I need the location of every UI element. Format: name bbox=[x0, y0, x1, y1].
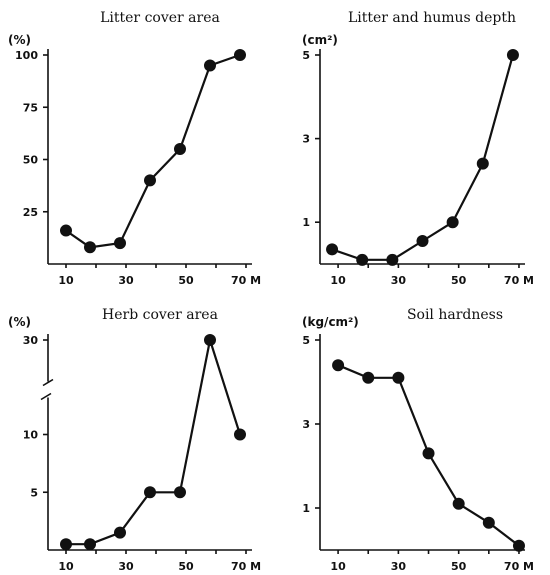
y-tick-label: 50 bbox=[23, 154, 39, 167]
y-tick-label: 75 bbox=[23, 101, 38, 114]
x-tick-label: 50 bbox=[178, 274, 194, 287]
data-point bbox=[422, 447, 435, 460]
y-tick-label: 30 bbox=[23, 334, 39, 347]
data-point bbox=[512, 539, 525, 552]
data-point bbox=[234, 49, 246, 61]
data-point bbox=[60, 538, 72, 551]
data-point bbox=[452, 497, 465, 510]
x-tick-label: 10 bbox=[58, 560, 74, 573]
data-point bbox=[362, 371, 375, 384]
panel-soil-hardness: Soil hardness (kg/cm²) 1 3 5 10 30 50 70 M bbox=[302, 307, 534, 573]
data-point bbox=[84, 538, 96, 551]
data-point bbox=[482, 516, 495, 529]
series-line bbox=[66, 339, 242, 546]
data-point bbox=[144, 174, 156, 187]
data-point bbox=[174, 486, 186, 499]
x-tick-label: 50 bbox=[451, 560, 467, 573]
y-unit-label: (kg/cm²) bbox=[302, 315, 359, 329]
x-tick-label: 70 M bbox=[504, 274, 534, 287]
data-point bbox=[386, 253, 399, 266]
x-tick-label: 10 bbox=[330, 560, 346, 573]
x-tick-label: 70 M bbox=[231, 274, 261, 287]
panel-title: Litter cover area bbox=[100, 10, 220, 26]
x-tick-label: 70 M bbox=[231, 560, 261, 573]
panel-litter-humus-depth: Litter and humus depth (cm²) 1 3 5 10 30 50 70… bbox=[302, 10, 534, 287]
y-tick-label: 1 bbox=[302, 502, 310, 515]
data-point bbox=[114, 526, 126, 539]
x-tick-label: 70 M bbox=[504, 560, 534, 573]
y-unit-label: (%) bbox=[8, 315, 31, 329]
data-point bbox=[204, 59, 216, 72]
data-point bbox=[60, 224, 72, 237]
data-point bbox=[476, 157, 489, 170]
y-unit-label: (cm²) bbox=[302, 33, 338, 47]
x-tick-label: 30 bbox=[391, 274, 407, 287]
data-point bbox=[114, 237, 126, 250]
data-point bbox=[446, 216, 459, 229]
data-point bbox=[506, 49, 519, 61]
data-point bbox=[392, 371, 405, 384]
y-tick-label: 25 bbox=[23, 206, 38, 219]
y-tick-label: 3 bbox=[302, 418, 310, 431]
data-point bbox=[356, 253, 369, 266]
axis-break-mark bbox=[42, 378, 54, 387]
data-point bbox=[416, 235, 429, 248]
panel-litter-cover-area: Litter cover area (%) 25 50 75 100 10 30 50 70 … bbox=[8, 10, 261, 287]
series-line bbox=[331, 54, 514, 261]
y-tick-label: 5 bbox=[302, 334, 310, 347]
y-tick-label: 10 bbox=[23, 429, 39, 442]
data-point bbox=[84, 241, 96, 254]
series-line bbox=[65, 53, 241, 249]
panel-title: Litter and humus depth bbox=[348, 10, 516, 26]
panel-title: Soil hardness bbox=[407, 307, 503, 323]
data-point bbox=[332, 359, 345, 372]
x-tick-label: 30 bbox=[118, 274, 134, 287]
axis-break-mark bbox=[40, 392, 52, 401]
data-point bbox=[174, 143, 186, 156]
x-tick-label: 50 bbox=[451, 274, 467, 287]
x-tick-label: 50 bbox=[178, 560, 194, 573]
data-point bbox=[234, 428, 246, 441]
y-tick-label: 100 bbox=[15, 49, 38, 62]
y-tick-label: 1 bbox=[302, 216, 310, 229]
y-tick-label: 5 bbox=[302, 49, 310, 62]
y-tick-label: 3 bbox=[302, 133, 310, 146]
panel-herb-cover-area: Herb cover area (%) 5 10 30 10 30 50 70 M bbox=[8, 307, 261, 573]
panel-title: Herb cover area bbox=[102, 307, 218, 323]
y-unit-label: (%) bbox=[8, 33, 31, 47]
data-point bbox=[326, 243, 339, 256]
x-tick-label: 10 bbox=[330, 274, 346, 287]
data-point bbox=[204, 334, 216, 346]
x-tick-label: 30 bbox=[118, 560, 134, 573]
y-tick-label: 5 bbox=[30, 486, 38, 499]
data-point bbox=[144, 486, 156, 499]
x-tick-label: 30 bbox=[391, 560, 407, 573]
x-tick-label: 10 bbox=[58, 274, 74, 287]
